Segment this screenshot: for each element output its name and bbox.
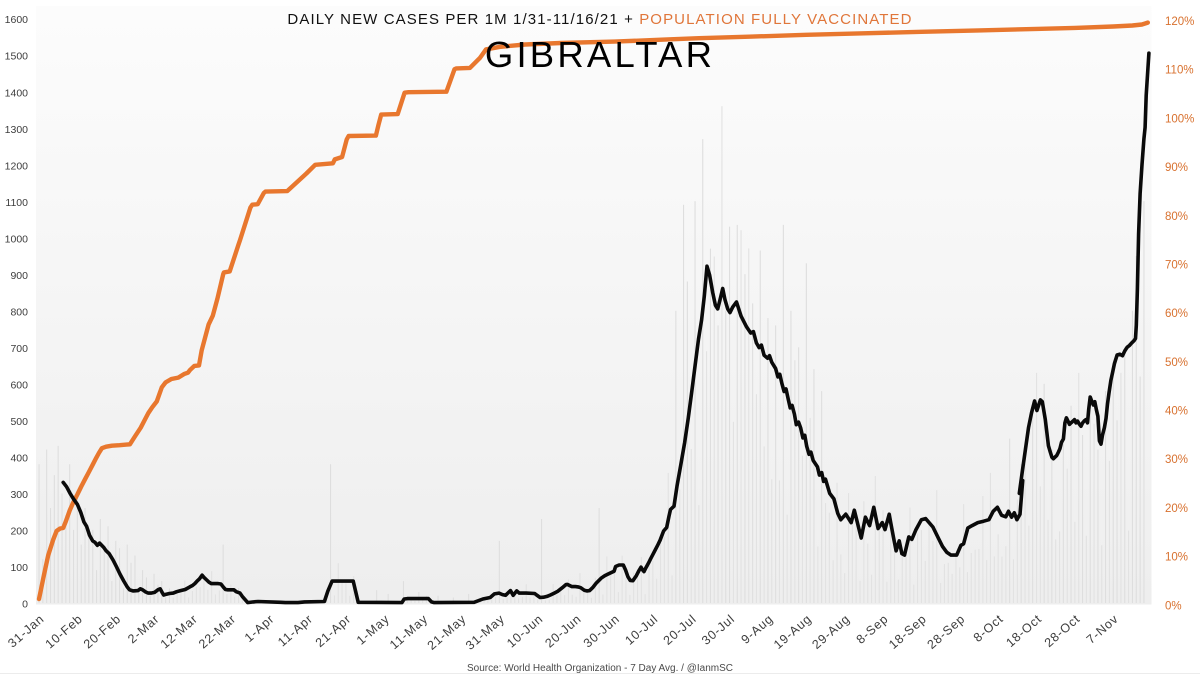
svg-text:40%: 40% [1165, 406, 1188, 418]
svg-text:GIBRALTAR: GIBRALTAR [485, 34, 715, 75]
svg-text:0%: 0% [1165, 600, 1182, 612]
svg-text:300: 300 [10, 489, 28, 501]
svg-text:1300: 1300 [5, 124, 29, 136]
svg-text:1-Apr: 1-Apr [242, 612, 277, 645]
svg-text:11-Apr: 11-Apr [275, 612, 315, 650]
svg-text:100: 100 [10, 562, 28, 574]
svg-text:19-Aug: 19-Aug [771, 612, 814, 652]
svg-text:31-May: 31-May [463, 612, 507, 653]
svg-text:21-Apr: 21-Apr [313, 612, 354, 650]
svg-text:10-Jul: 10-Jul [622, 612, 661, 648]
svg-text:12-Mar: 12-Mar [158, 612, 201, 652]
svg-text:70%: 70% [1165, 260, 1188, 272]
svg-text:30-Jun: 30-Jun [581, 612, 623, 651]
svg-text:1600: 1600 [5, 14, 29, 26]
svg-text:400: 400 [10, 453, 28, 465]
svg-text:1500: 1500 [5, 51, 29, 63]
svg-text:1200: 1200 [5, 160, 29, 172]
svg-text:1400: 1400 [5, 87, 29, 99]
svg-text:800: 800 [10, 307, 28, 319]
svg-text:80%: 80% [1165, 211, 1188, 223]
svg-text:21-May: 21-May [425, 612, 469, 653]
svg-text:20-Jul: 20-Jul [661, 612, 700, 648]
svg-text:18-Oct: 18-Oct [1003, 612, 1044, 650]
svg-text:Source: World Health Organizat: Source: World Health Organization - 7 Da… [467, 663, 733, 674]
svg-text:50%: 50% [1165, 357, 1188, 369]
svg-text:60%: 60% [1165, 308, 1188, 320]
svg-text:20-Jun: 20-Jun [542, 612, 584, 651]
svg-text:28-Sep: 28-Sep [925, 612, 968, 652]
svg-text:30-Jul: 30-Jul [699, 612, 738, 648]
svg-text:100%: 100% [1165, 113, 1194, 125]
svg-text:28-Oct: 28-Oct [1042, 612, 1083, 650]
svg-text:10%: 10% [1165, 552, 1188, 564]
svg-text:120%: 120% [1165, 16, 1194, 28]
svg-text:11-May: 11-May [387, 612, 431, 652]
svg-text:30%: 30% [1165, 454, 1188, 466]
svg-text:8-Oct: 8-Oct [971, 612, 1006, 645]
svg-text:1100: 1100 [5, 197, 28, 209]
svg-text:DAILY NEW CASES PER 1M 1/31-11: DAILY NEW CASES PER 1M 1/31-11/16/21 + P… [287, 11, 912, 28]
svg-text:900: 900 [10, 270, 28, 282]
svg-text:90%: 90% [1165, 162, 1188, 174]
svg-text:200: 200 [10, 526, 28, 538]
svg-text:110%: 110% [1165, 65, 1194, 77]
svg-text:7-Nov: 7-Nov [1084, 612, 1121, 647]
svg-text:10-Jun: 10-Jun [504, 612, 546, 651]
svg-text:20%: 20% [1165, 503, 1188, 515]
svg-text:31-Jan: 31-Jan [5, 612, 47, 651]
svg-text:700: 700 [10, 343, 28, 355]
svg-text:2-Mar: 2-Mar [125, 612, 162, 647]
svg-text:20-Feb: 20-Feb [81, 612, 124, 652]
svg-text:1000: 1000 [5, 233, 29, 245]
svg-text:0: 0 [22, 599, 28, 611]
svg-text:10-Feb: 10-Feb [43, 612, 86, 652]
svg-text:29-Aug: 29-Aug [809, 612, 852, 652]
svg-text:600: 600 [10, 380, 28, 392]
svg-text:500: 500 [10, 416, 28, 428]
svg-text:22-Mar: 22-Mar [196, 612, 239, 652]
svg-text:18-Sep: 18-Sep [886, 612, 929, 652]
